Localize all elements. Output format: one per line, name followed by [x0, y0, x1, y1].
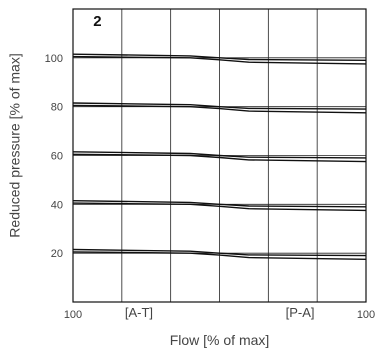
x-tick-label: 100 [357, 309, 375, 321]
plot-frame [72, 8, 367, 303]
series-line [72, 251, 367, 260]
x-region-label: [A-T] [125, 305, 153, 320]
y-tick-label: 20 [51, 248, 63, 260]
panel-label: 2 [93, 13, 101, 30]
series-line [72, 200, 367, 208]
x-tick-label: 100 [64, 309, 82, 321]
y-tick-label: 100 [45, 53, 63, 65]
series-line [72, 104, 367, 114]
x-tick-labels: 100 100 [A-T] [P-A] [64, 305, 375, 321]
series-line [72, 153, 367, 163]
y-tick-label: 40 [51, 199, 63, 211]
panel-label-box [74, 10, 121, 32]
series-line [72, 53, 367, 61]
y-tick-label: 60 [51, 151, 63, 163]
series-line [72, 202, 367, 212]
x-region-label: [P-A] [286, 305, 315, 320]
y-axis-title: Reduced pressure [% of max] [7, 53, 23, 237]
series-line [72, 151, 367, 159]
series-line [72, 55, 367, 65]
series-line [72, 248, 367, 257]
y-tick-labels: 20 40 60 80 100 [45, 53, 63, 260]
x-axis-title: Flow [% of max] [170, 332, 270, 348]
series-line [72, 102, 367, 110]
series-lines [72, 53, 367, 260]
y-tick-label: 80 [51, 102, 63, 114]
